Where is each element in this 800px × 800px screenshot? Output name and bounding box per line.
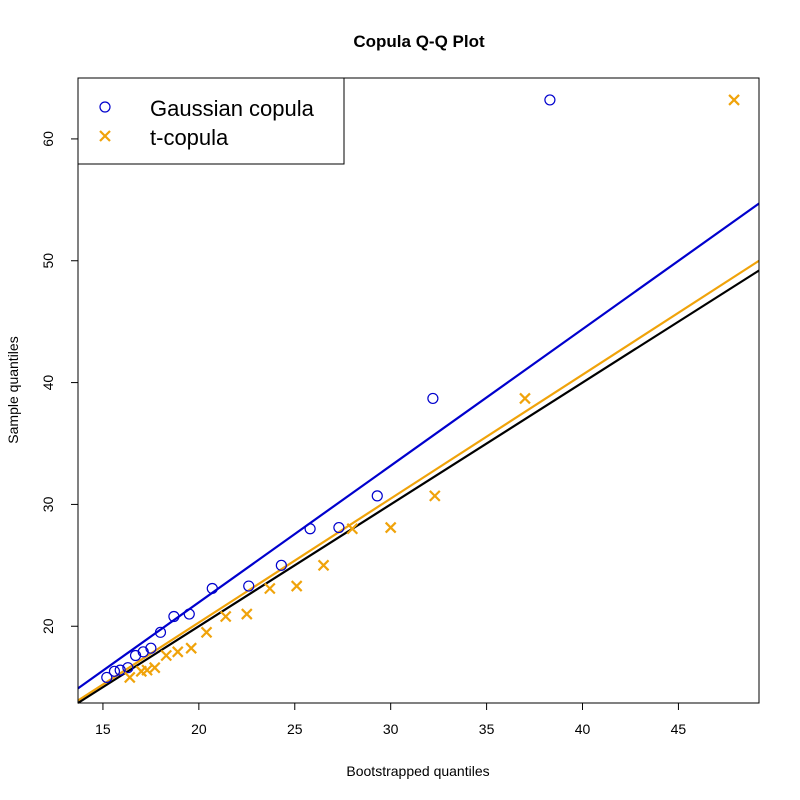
data-point [154, 626, 167, 638]
legend-label-gaussian: Gaussian copula [150, 96, 315, 121]
reference-lines [77, 202, 760, 704]
y-axis-label: Sample quantiles [5, 336, 21, 443]
data-point [171, 646, 184, 658]
data-point [219, 610, 232, 623]
data-point [243, 580, 255, 592]
data-point [427, 392, 439, 405]
data-point [429, 490, 441, 502]
y-tick-label: 30 [40, 496, 56, 512]
y-tick-label: 40 [40, 375, 56, 391]
legend: Gaussian copula t-copula [77, 77, 345, 165]
data-point [544, 94, 556, 106]
x-tick-label: 15 [95, 721, 111, 737]
y-tick-label: 50 [40, 253, 56, 269]
x-tick-label: 20 [191, 721, 207, 737]
data-point [185, 642, 197, 654]
x-tick-label: 45 [671, 721, 687, 737]
data-point [317, 559, 330, 572]
x-tick-label: 35 [479, 721, 495, 737]
data-point [371, 490, 383, 502]
data-point [384, 521, 397, 534]
data-point [728, 94, 740, 106]
reference-line-1 [77, 259, 760, 702]
data-point [241, 608, 253, 620]
reference-line-0 [77, 202, 760, 690]
legend-marker-gaussian [99, 101, 111, 113]
data-point [183, 608, 195, 620]
data-point [168, 610, 180, 623]
data-point [101, 671, 113, 684]
x-axis: 15 20 25 30 35 40 45 [95, 702, 687, 737]
x-tick-label: 40 [575, 721, 591, 737]
reference-line-2 [77, 269, 760, 704]
data-point [200, 626, 213, 639]
y-axis: 20 30 40 50 60 [40, 131, 79, 634]
y-tick-label: 60 [40, 131, 56, 147]
data-point [333, 521, 345, 534]
data-point [114, 664, 126, 676]
chart-title: Copula Q-Q Plot [353, 32, 485, 51]
data-point [148, 661, 161, 674]
data-point [206, 582, 218, 595]
x-axis-label: Bootstrapped quantiles [346, 763, 489, 779]
data-point [108, 665, 121, 677]
legend-marker-t [99, 130, 111, 142]
legend-box [77, 77, 345, 165]
data-point [275, 559, 287, 571]
data-points [101, 94, 740, 684]
x-tick-label: 30 [383, 721, 399, 737]
data-point [304, 523, 316, 535]
x-tick-label: 25 [287, 721, 303, 737]
data-point [346, 523, 359, 535]
legend-label-t: t-copula [150, 125, 229, 150]
plot-frame [77, 77, 760, 704]
data-point [145, 642, 157, 654]
data-point [160, 649, 173, 662]
y-tick-label: 20 [40, 618, 56, 634]
data-point [141, 664, 153, 676]
data-point [124, 671, 136, 684]
data-point [122, 662, 134, 674]
data-point [519, 392, 531, 405]
data-point [290, 580, 303, 592]
data-point [264, 582, 276, 595]
